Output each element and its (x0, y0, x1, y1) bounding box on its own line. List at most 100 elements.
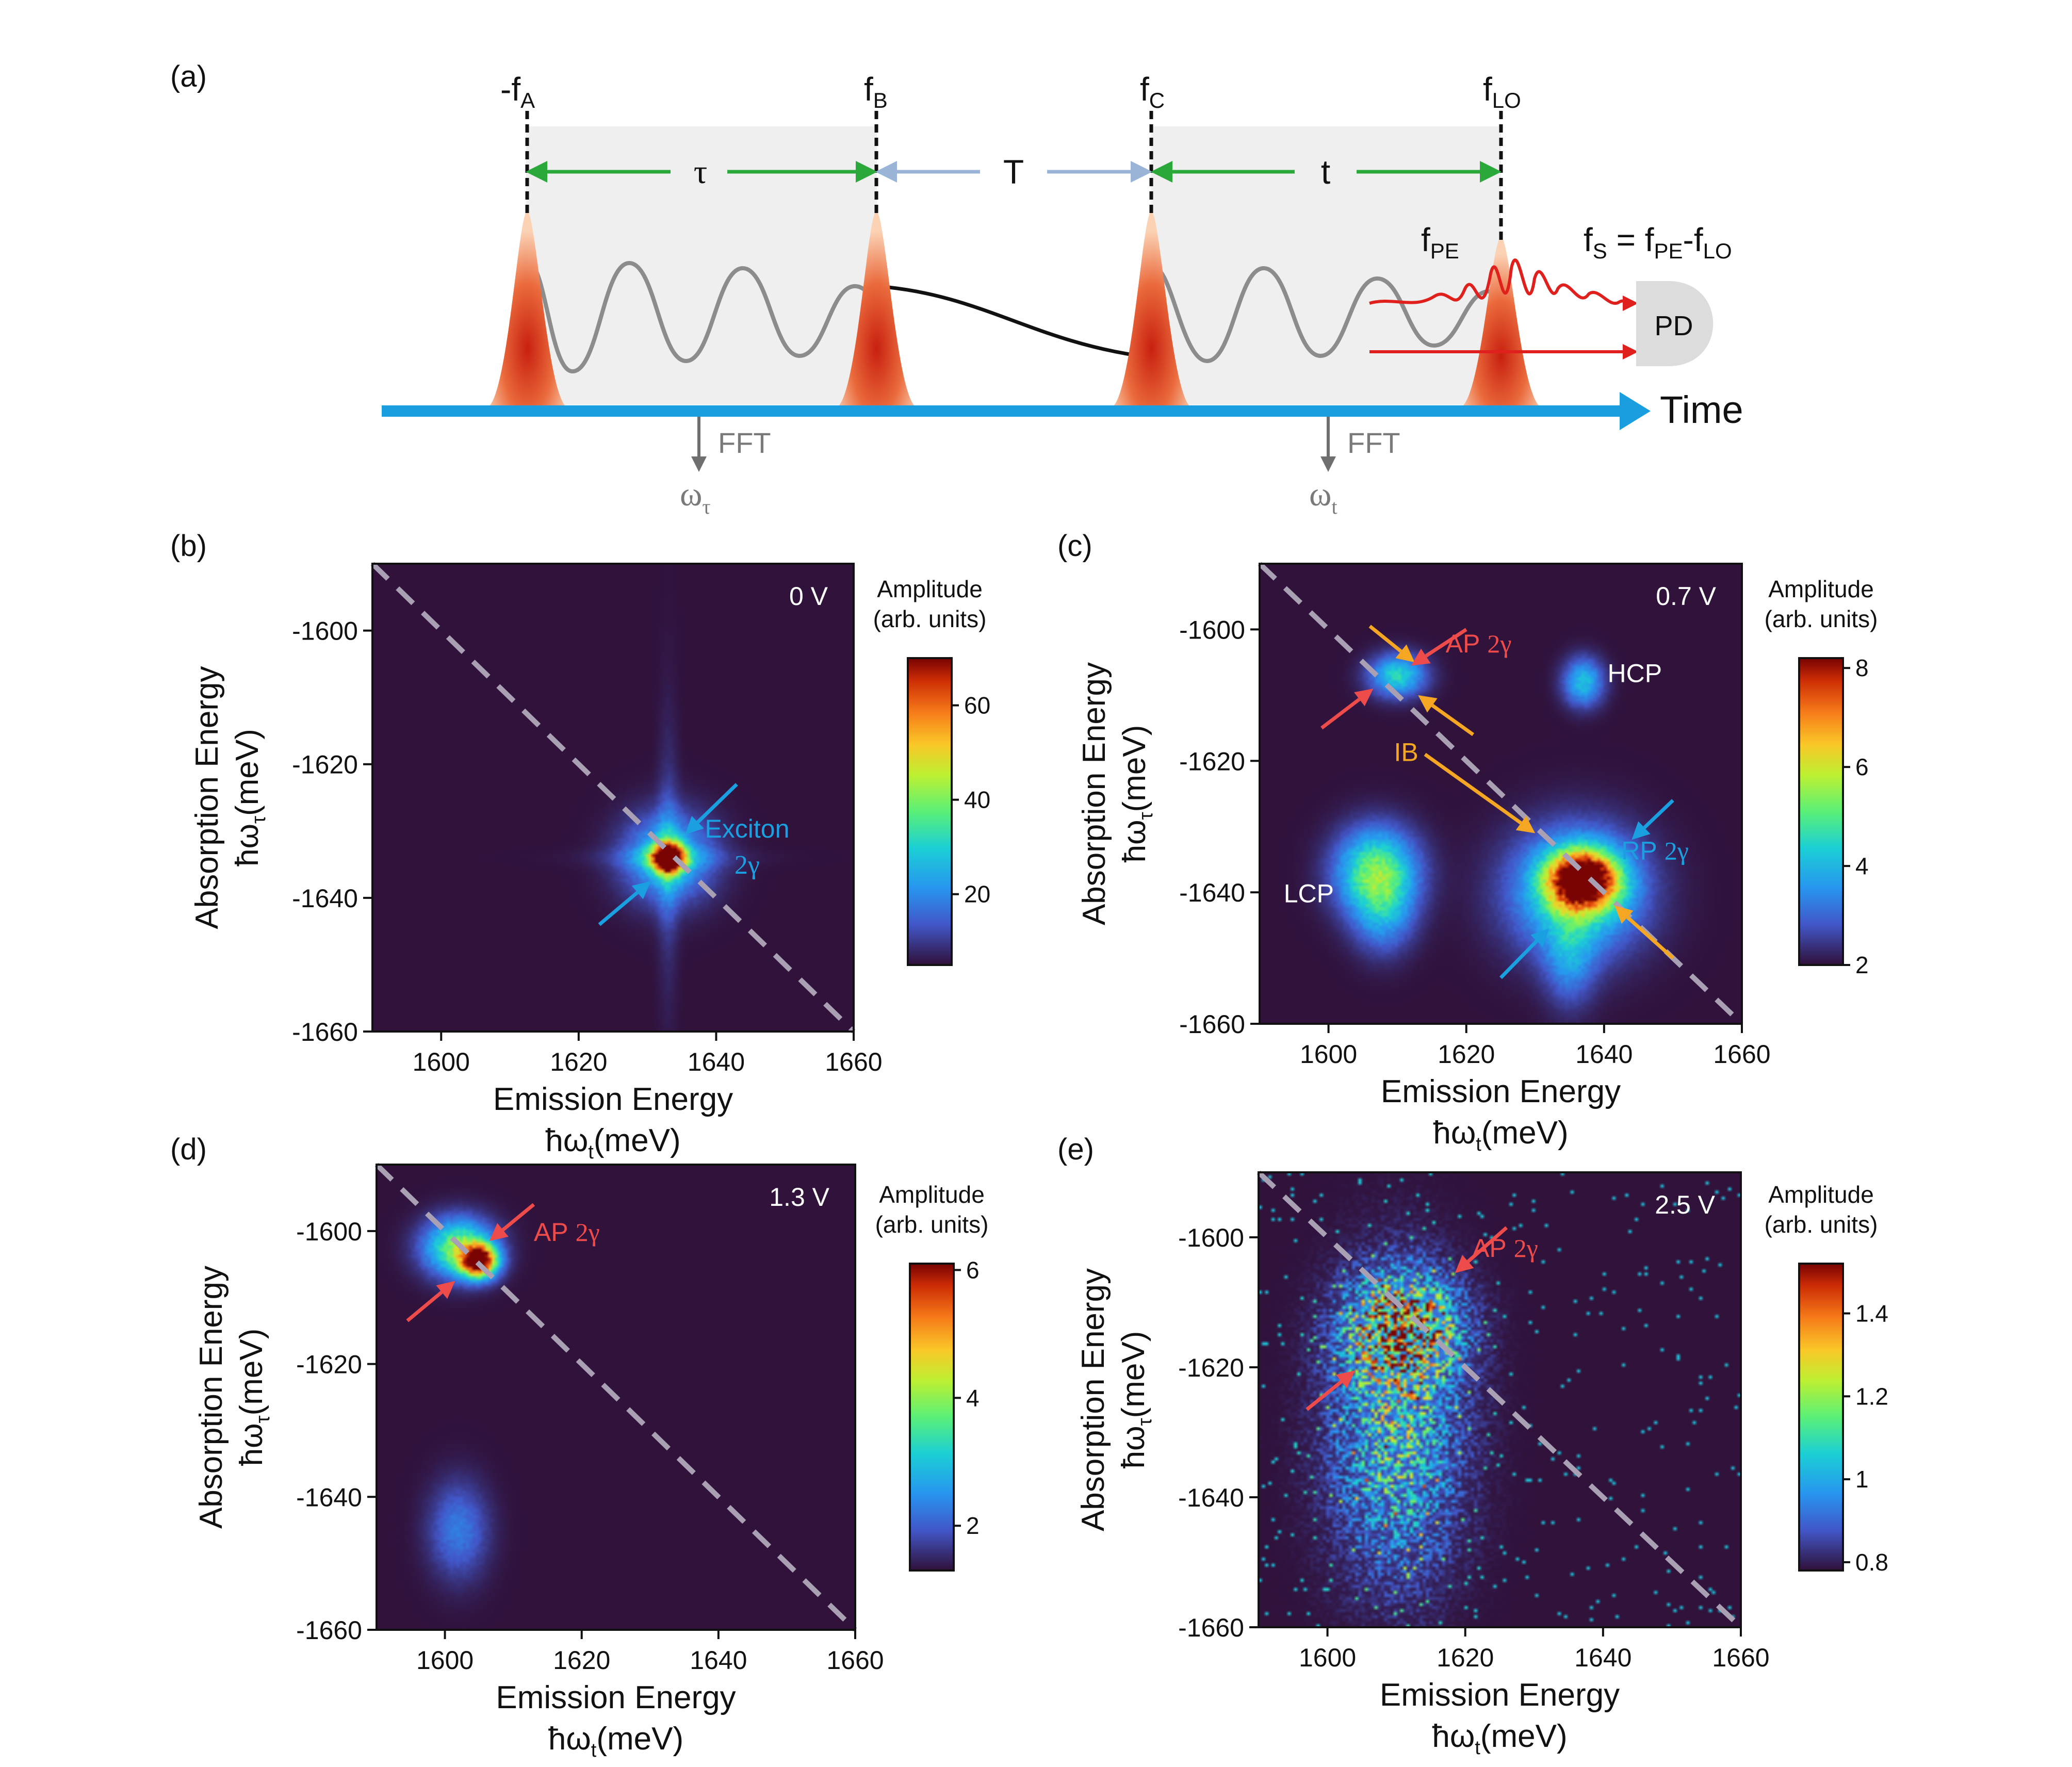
annotation-arrow (1424, 752, 1536, 833)
x-tick-label: 1640 (688, 1048, 745, 1076)
chart-panel-b: (b) Exciton 2γ 0 V 1600 1620 1640 1660 -1600 -162… (170, 529, 990, 1163)
colorbar-tick-label: 60 (964, 692, 990, 719)
x-axis-label: Emission Energy (496, 1680, 736, 1715)
peak-label: LCP (1284, 879, 1334, 908)
x-tick-label: 1660 (1713, 1040, 1770, 1069)
chart-panel-d: (d) AP 2γ 1.3 V 1600 1620 1640 1660 -1600 -1620 -1… (170, 1133, 988, 1761)
annotation-arrow (1632, 799, 1674, 840)
peak-label: AP 2γ (1472, 1234, 1538, 1263)
annotation-arrow (1411, 628, 1467, 666)
x-axis-label: Emission Energy (1380, 1677, 1620, 1713)
y-tick-label: -1660 (1178, 1613, 1244, 1642)
colorbar (910, 1264, 954, 1570)
diagonal-line (374, 1163, 857, 1632)
colorbar-tick-label: 4 (1855, 853, 1869, 879)
colorbar-title: Amplitude (1768, 1181, 1874, 1208)
pulse-lo (1461, 237, 1541, 407)
exciton-sublabel: 2γ (735, 850, 760, 880)
colorbar-subtitle: (arb. units) (873, 606, 987, 632)
photon-echo-label: fPE (1421, 221, 1459, 263)
x-tick-label: 1660 (826, 1646, 884, 1675)
colorbar-frame (1798, 1263, 1844, 1572)
x-tick-label: 1640 (1574, 1643, 1632, 1672)
x-tick-label: 1600 (1299, 1643, 1356, 1672)
annotation-arrow (1306, 1370, 1355, 1411)
colorbar-tick-label: 2 (966, 1512, 980, 1539)
panel-label: (e) (1057, 1133, 1094, 1166)
y-tick-label: -1660 (292, 1018, 358, 1046)
pulse-a-label: -fA (500, 71, 535, 112)
annotation-arrow (1320, 689, 1374, 730)
annotation-arrow (406, 1281, 455, 1322)
colorbar-title: Amplitude (879, 1181, 985, 1208)
tau-label: τ (694, 153, 708, 191)
diagonal-line (1257, 1170, 1743, 1629)
plot-frame (376, 1164, 856, 1631)
omega-t-label: ωt (1309, 476, 1337, 518)
x-tick-label: 1600 (413, 1048, 470, 1076)
T-label: T (1003, 153, 1024, 191)
signal-equation: fS = fPE-fLO (1584, 221, 1732, 263)
pulse-c-label: fC (1140, 71, 1165, 112)
plot-frame (1258, 1171, 1742, 1628)
x-axis-sublabel: ħωt(meV) (1432, 1719, 1567, 1759)
x-tick-label: 1640 (1575, 1040, 1633, 1069)
y-axis-label: Absorption Energy (1075, 1268, 1111, 1531)
fft-label-tau: FFT (718, 427, 771, 459)
colorbar-tick-label: 0.8 (1855, 1549, 1888, 1576)
x-tick-label: 1660 (1712, 1643, 1769, 1672)
y-tick-label: -1660 (296, 1616, 362, 1645)
colorbar (1799, 1264, 1843, 1570)
peak-label: AP 2γ (534, 1218, 600, 1247)
peak-label: RP 2γ (1621, 836, 1689, 865)
x-tick-label: 1620 (550, 1048, 607, 1076)
colorbar-title: Amplitude (1768, 576, 1874, 602)
panel-label: (b) (170, 529, 207, 563)
diagonal-line (370, 562, 856, 1034)
colorbar-tick-label: 6 (1855, 754, 1869, 780)
colorbar-tick-label: 40 (964, 787, 990, 813)
y-axis-label: Absorption Energy (193, 1266, 229, 1529)
colorbar (908, 658, 952, 965)
y-tick-label: -1620 (292, 750, 358, 779)
y-tick-label: -1600 (292, 617, 358, 646)
photon-echo-signal (1369, 258, 1638, 311)
annotation-arrow (685, 783, 738, 835)
colorbar-tick-label: 4 (966, 1384, 980, 1411)
colorbar-tick-label: 6 (966, 1256, 980, 1283)
time-axis-arrowhead (1620, 392, 1651, 430)
time-axis-label: Time (1660, 388, 1743, 431)
y-tick-label: -1600 (1178, 1223, 1244, 1252)
colorbar-frame (907, 657, 953, 966)
annotation-arrow (1455, 1226, 1508, 1273)
coherence-wave-tau (529, 260, 878, 374)
annotation-arrow (1418, 695, 1475, 737)
t-label: t (1321, 153, 1330, 191)
pulse-a (487, 211, 567, 407)
x-axis-label: Emission Energy (1381, 1074, 1621, 1109)
x-tick-label: 1660 (825, 1048, 882, 1076)
annotation-arrow (1499, 928, 1549, 979)
x-tick-label: 1600 (1300, 1040, 1357, 1069)
y-axis-sublabel: ħωτ(meV) (1116, 1331, 1156, 1469)
voltage-label: 2.5 V (1655, 1190, 1715, 1219)
colorbar-tick-label: 1 (1855, 1466, 1869, 1493)
fft-label-t: FFT (1347, 427, 1400, 459)
pulse-sequence-schematic: (a) PD Time -fA fB fC fLO τ T t (170, 60, 1743, 518)
plot-frame (371, 563, 855, 1033)
y-tick-label: -1600 (1179, 615, 1245, 644)
colorbar (1799, 658, 1843, 965)
pulse-b-label: fB (864, 71, 888, 112)
x-axis-sublabel: ħωt(meV) (545, 1123, 680, 1163)
omega-tau-label: ωτ (680, 476, 711, 518)
colorbar-subtitle: (arb. units) (875, 1211, 989, 1238)
y-tick-label: -1620 (296, 1350, 362, 1379)
y-axis-sublabel: ħωτ(meV) (230, 729, 270, 866)
colorbar-subtitle: (arb. units) (1765, 1211, 1878, 1238)
panel-label: (c) (1057, 529, 1092, 563)
chart-panel-e: (e) AP 2γ 2.5 V 1600 1620 1640 1660 -1600 -1620 -1… (1057, 1133, 1888, 1759)
colorbar-frame (909, 1263, 955, 1572)
photodetector (1636, 281, 1714, 366)
photodetector-label: PD (1654, 310, 1693, 341)
